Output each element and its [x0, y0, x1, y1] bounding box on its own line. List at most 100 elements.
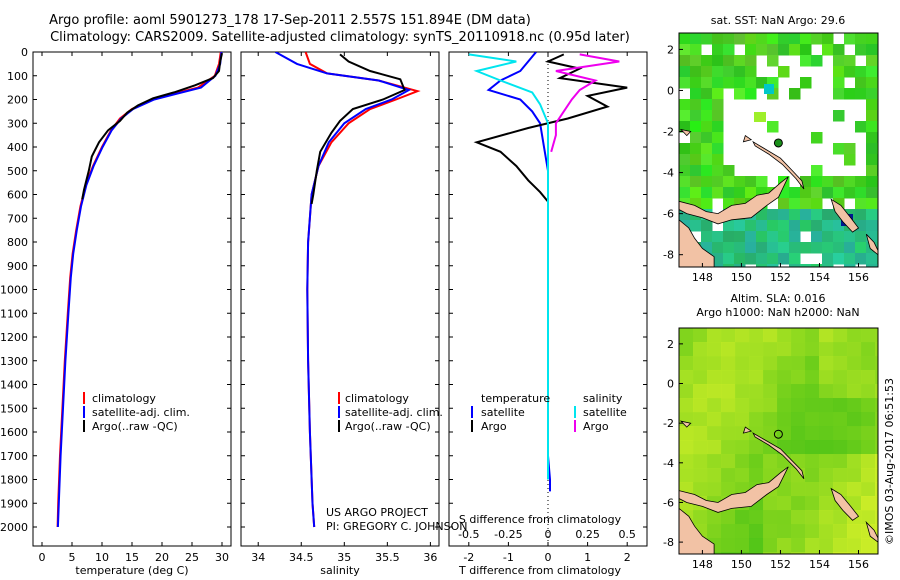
sst-cell: [690, 121, 702, 133]
map-y-tick-label: -8: [663, 536, 674, 549]
sst-cell: [764, 84, 774, 94]
sla-cell: [861, 342, 876, 357]
sst-land: [679, 219, 715, 267]
sst-cell: [778, 187, 790, 199]
sst-cell: [877, 132, 878, 144]
sst-cell: [844, 253, 856, 265]
map-y-tick-label: 0: [667, 84, 674, 97]
sst-land: [679, 176, 789, 225]
sla-cell: [833, 328, 848, 343]
temperature-legend: climatology satellite-adj. clim. Argo(..…: [83, 392, 190, 433]
sst-cell: [712, 99, 724, 111]
sla-cell: [777, 328, 792, 343]
sst-cell: [800, 176, 812, 188]
y-tick-label: 700: [7, 212, 28, 225]
sst-cell: [767, 44, 779, 56]
sst-cell: [855, 176, 867, 188]
sst-cell: [822, 220, 834, 232]
s-tick-label: -0.25: [494, 528, 522, 541]
sla-cell: [833, 468, 848, 483]
sst-cell: [701, 77, 713, 89]
sst-cell: [679, 110, 691, 122]
map-x-tick-label: 156: [848, 271, 869, 284]
sla-cell: [819, 398, 834, 413]
sst-cell: [767, 231, 779, 243]
sla-cell: [861, 398, 876, 413]
sst-cell: [701, 187, 713, 199]
profile-location-marker: [773, 429, 783, 439]
map-y-tick-label: -6: [663, 208, 674, 221]
sla-cell: [693, 384, 708, 399]
sla-cell: [735, 370, 750, 385]
sst-cell: [712, 143, 724, 155]
sla-cell: [749, 412, 764, 427]
sst-cell: [789, 242, 801, 254]
sst-cell: [844, 143, 856, 155]
y-tick-label: 500: [7, 165, 28, 178]
sst-cell: [712, 242, 724, 254]
sst-cell: [734, 187, 746, 199]
sla-cell: [721, 356, 736, 371]
sla-cell: [875, 356, 878, 371]
sst-cell: [734, 242, 746, 254]
sst-cell: [877, 209, 878, 221]
sla-cell: [847, 426, 862, 441]
sla-cell: [707, 328, 722, 343]
sst-cell: [833, 253, 845, 265]
y-tick-label: 100: [7, 70, 28, 83]
sla-cell: [861, 468, 876, 483]
map-y-tick-label: -2: [663, 417, 674, 430]
sla-cell: [777, 552, 792, 554]
sst-cell: [800, 220, 812, 232]
sst-cell: [822, 242, 834, 254]
sst-cell: [712, 77, 724, 89]
sla-cell: [735, 342, 750, 357]
sst-cell: [745, 66, 757, 78]
sst-cell: [690, 143, 702, 155]
sla-cell: [833, 356, 848, 371]
x-tick-label: 15: [125, 551, 139, 564]
sla-cell: [721, 524, 736, 539]
sst-cell: [877, 187, 878, 199]
sla-cell: [721, 384, 736, 399]
sla-cell: [847, 440, 862, 455]
sla-cell: [763, 370, 778, 385]
sla-cell: [721, 482, 736, 497]
sst-cell: [679, 66, 691, 78]
sla-cell: [805, 426, 820, 441]
sla-cell: [777, 426, 792, 441]
sst-cell: [822, 209, 834, 221]
sla-cell: [693, 454, 708, 469]
sla-cell: [721, 426, 736, 441]
sla-cell: [707, 524, 722, 539]
sst-cell: [822, 264, 834, 267]
sla-cell: [805, 398, 820, 413]
sla-cell: [861, 454, 876, 469]
header-line1: Argo profile: aoml 5901273_178 17-Sep-20…: [49, 13, 531, 28]
sst-cell: [789, 209, 801, 221]
sla-cell: [819, 328, 834, 343]
sla-cell: [819, 342, 834, 357]
sst-cell: [877, 99, 878, 111]
sla-cell: [791, 412, 806, 427]
map-x-tick-label: 150: [731, 558, 752, 571]
sst-cell: [745, 55, 757, 67]
sla-cell: [693, 468, 708, 483]
sla-cell: [819, 538, 834, 553]
sst-cell: [822, 44, 834, 56]
sla-cell: [679, 356, 694, 371]
map-x-tick-label: 150: [731, 271, 752, 284]
sla-land: [742, 426, 753, 434]
sst-cell: [767, 209, 779, 221]
map-y-tick-label: 0: [667, 378, 674, 391]
sst-cell: [679, 99, 691, 111]
sst-cell: [833, 55, 845, 67]
sst-cell: [877, 165, 878, 177]
temperature-xlabel: temperature (deg C): [75, 564, 188, 577]
sla-cell: [721, 328, 736, 343]
sst-cell: [679, 176, 691, 188]
sla-cell: [749, 454, 764, 469]
sst-cell: [833, 143, 845, 155]
sla-cell: [791, 426, 806, 441]
sla-cell: [721, 510, 736, 525]
